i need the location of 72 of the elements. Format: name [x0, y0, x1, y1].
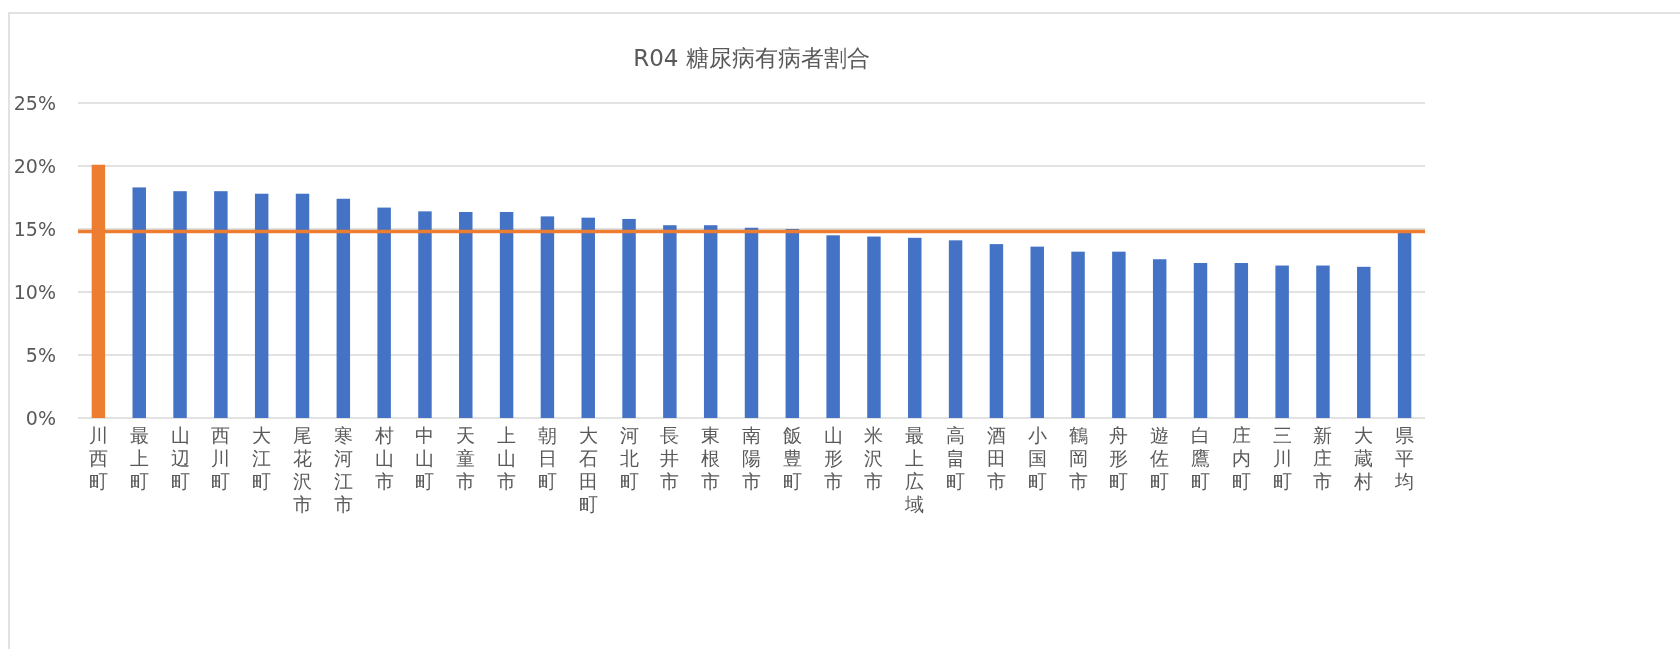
x-tick-label: 川西町: [88, 424, 108, 492]
bar: [948, 240, 963, 418]
bar: [867, 236, 881, 418]
x-tick-label: 三川町: [1272, 424, 1292, 492]
bar: [663, 225, 677, 418]
x-tick-label: 東根市: [701, 424, 721, 492]
bar: [173, 191, 187, 418]
bar: [1112, 251, 1126, 418]
bar: [1397, 231, 1412, 418]
x-tick-label: 山辺町: [170, 424, 190, 492]
y-tick-label: 15%: [13, 218, 56, 240]
bar: [336, 198, 351, 418]
bar: [1071, 251, 1085, 418]
bar: [1030, 246, 1044, 418]
x-tick-label: 庄内町: [1231, 424, 1251, 492]
x-tick-label: 天童市: [456, 424, 476, 492]
x-tick-label: 白鷹町: [1191, 424, 1210, 492]
y-tick-label: 25%: [13, 92, 56, 114]
bar: [744, 227, 759, 418]
y-tick-label: 20%: [13, 155, 56, 177]
x-tick-label: 舟形町: [1109, 424, 1129, 492]
bar: [826, 235, 840, 418]
x-tick-label: 長井市: [660, 424, 680, 492]
bar: [459, 211, 473, 418]
x-tick-label: 尾花沢市: [293, 424, 312, 515]
x-tick-label: 寒河江市: [333, 424, 353, 515]
x-tick-label: 南陽市: [742, 424, 761, 492]
bar: [214, 191, 228, 418]
bar: [1357, 266, 1371, 418]
bar: [785, 229, 800, 418]
chart-title: R04 糖尿病有病者割合: [633, 45, 870, 71]
x-tick-label: 朝日町: [537, 424, 557, 492]
x-tick-label: 飯豊町: [782, 424, 802, 492]
x-tick-label: 遊佐町: [1150, 424, 1170, 492]
bar: [1316, 265, 1330, 418]
x-tick-label: 小国町: [1027, 424, 1047, 492]
bar: [1193, 263, 1208, 418]
bar: [1152, 259, 1167, 418]
x-tick-label: 最上広域: [904, 424, 925, 515]
bar: [254, 193, 269, 418]
x-tick-label: 西川町: [211, 424, 231, 492]
bar: [622, 218, 636, 418]
bar: [132, 187, 146, 418]
bar: [989, 244, 1004, 418]
x-tick-label: 河北町: [619, 424, 639, 492]
y-tick-label: 10%: [13, 281, 56, 303]
bar: [1275, 265, 1289, 418]
x-tick-label: 鶴岡市: [1068, 424, 1088, 492]
x-tick-label: 大蔵村: [1353, 424, 1374, 492]
bar: [908, 237, 922, 418]
bar: [499, 211, 514, 418]
x-tick-label: 大江町: [252, 424, 272, 492]
x-tick-label: 大石田町: [578, 424, 598, 515]
y-tick-label: 5%: [25, 344, 56, 366]
bar: [1234, 263, 1249, 418]
bar: [418, 211, 432, 418]
bar: [703, 225, 718, 418]
bar: [377, 207, 391, 418]
x-tick-label: 米沢市: [864, 424, 884, 492]
bar: [540, 216, 555, 418]
bar: [581, 217, 595, 418]
x-tick-label: 最上町: [129, 424, 149, 492]
x-tick-label: 新庄市: [1313, 424, 1333, 492]
x-tick-label: 県平均: [1394, 424, 1415, 492]
y-tick-label: 0%: [25, 407, 56, 429]
bar: [295, 193, 310, 418]
x-tick-label: 中山町: [415, 424, 435, 492]
x-tick-label: 酒田市: [986, 424, 1006, 492]
x-tick-label: 村山市: [373, 424, 394, 492]
x-tick-label: 高畠町: [946, 424, 966, 492]
x-tick-label: 山形市: [823, 424, 843, 492]
x-tick-label: 上山市: [497, 424, 517, 492]
